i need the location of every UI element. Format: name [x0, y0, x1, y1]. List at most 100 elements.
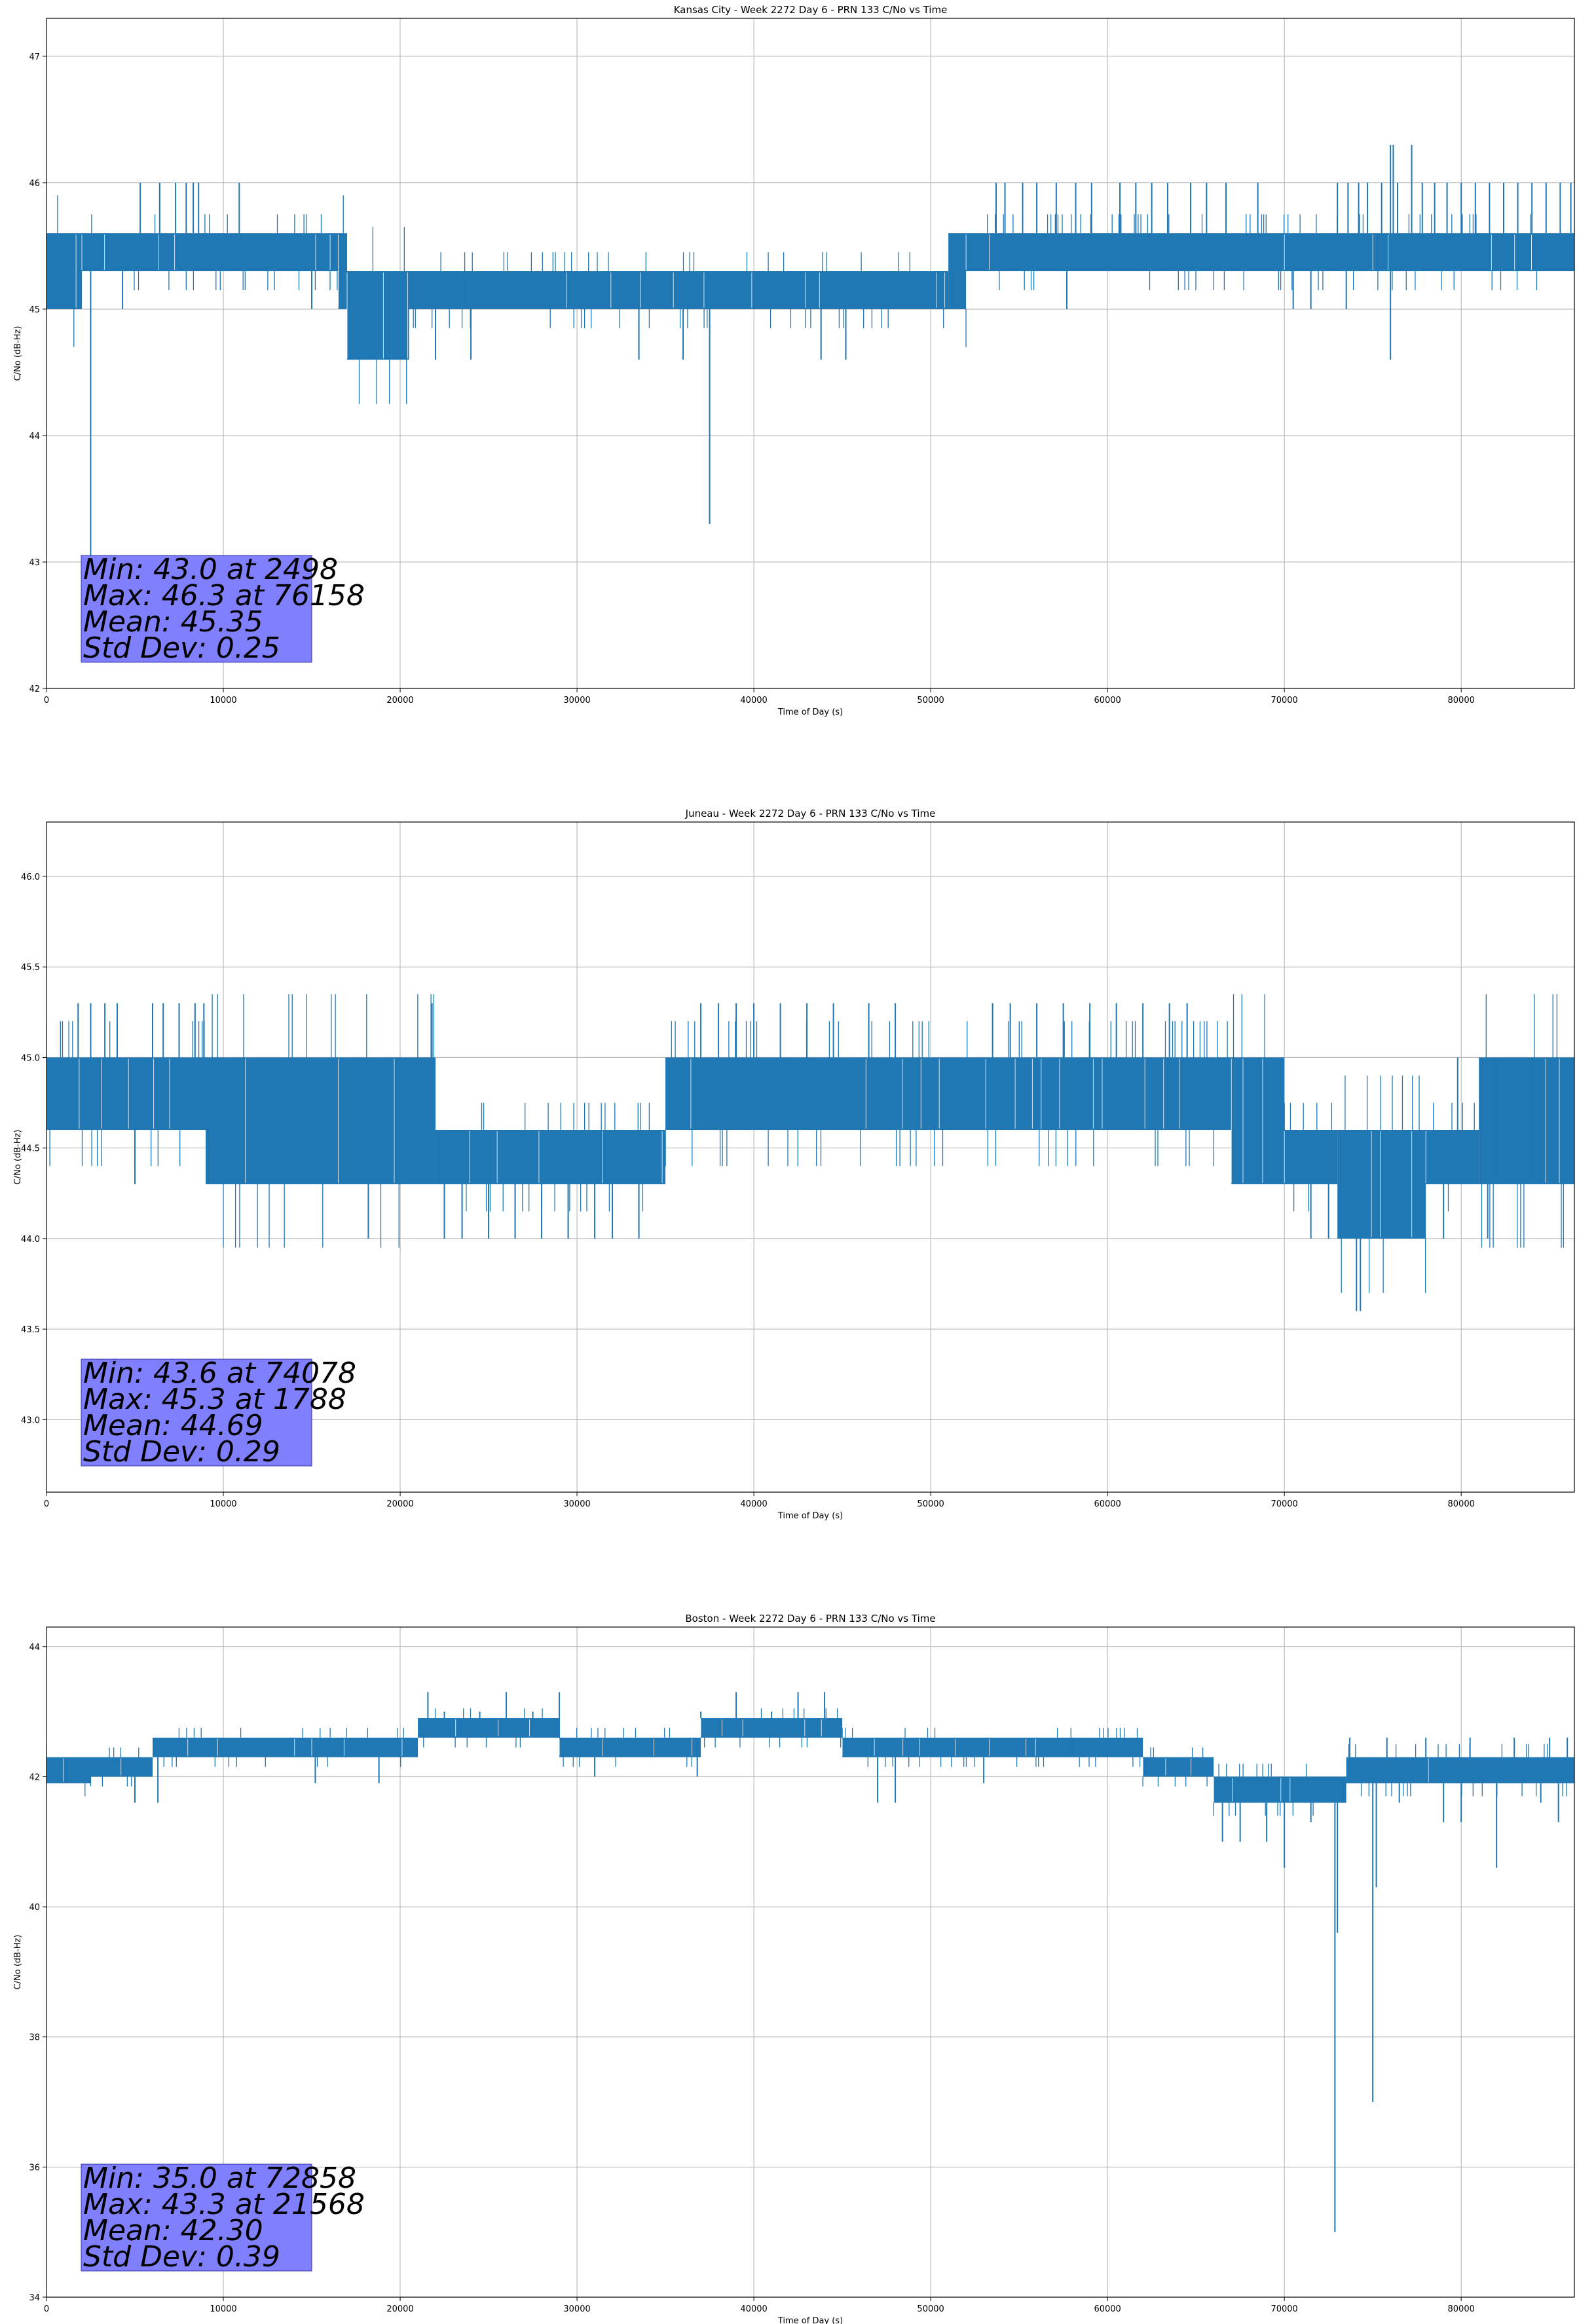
- band-segment: [338, 1057, 436, 1184]
- y-tick-label: 47: [29, 52, 40, 62]
- band-gap: [1371, 1131, 1413, 1237]
- band-segment: [1143, 1757, 1214, 1777]
- x-tick-label: 50000: [917, 696, 944, 705]
- subplot-juneau: 0 10000 20000 30000 40000 50000 60000 70000 8000…: [13, 808, 1575, 1521]
- x-tick-label: 10000: [210, 1499, 236, 1509]
- x-tick-label: 60000: [1094, 696, 1121, 705]
- x-tick-label: 80000: [1448, 1499, 1475, 1509]
- band-gap: [187, 1738, 295, 1756]
- band-gap: [690, 1059, 1180, 1129]
- stats-mean: Mean: 44.69: [83, 1409, 263, 1442]
- band-gap: [1142, 1758, 1192, 1776]
- band-segment: [153, 1737, 312, 1757]
- x-tick-label: 0: [44, 1499, 49, 1509]
- x-tick-label: 50000: [917, 1499, 944, 1509]
- band-gap: [79, 1059, 170, 1129]
- x-axis-label: Time of Day (s): [777, 707, 843, 717]
- stats-max: Max: 46.3 at 76158: [83, 579, 365, 612]
- subplot-kansas-city: 0 10000 20000 30000 40000 50000 60000 70000 8000…: [13, 4, 1575, 717]
- x-tick-label: 10000: [210, 696, 236, 705]
- band-gap: [46, 234, 77, 308]
- band-gap: [1372, 234, 1532, 270]
- band-gap: [1231, 1059, 1263, 1183]
- band-fluctuation: [1233, 994, 1265, 1058]
- y-tick-label: 40: [29, 1903, 40, 1913]
- band-segment: [46, 233, 83, 309]
- spikes: [90, 145, 1572, 562]
- y-tick-label: 45.5: [21, 963, 40, 973]
- x-tick-label: 40000: [740, 696, 767, 705]
- stats-min: Min: 35.0 at 72858: [83, 2162, 356, 2195]
- x-tick-label: 70000: [1271, 696, 1297, 705]
- band-segment: [46, 1057, 206, 1131]
- band-fluctuation: [366, 994, 435, 1248]
- y-tick-label: 44.5: [21, 1144, 40, 1154]
- band-fluctuation: [163, 1727, 303, 1767]
- band-segment: [46, 1757, 91, 1784]
- chart-title: Kansas City - Week 2272 Day 6 - PRN 133 …: [674, 4, 948, 16]
- stats-max: Max: 43.3 at 21568: [83, 2188, 365, 2221]
- x-tick-label: 60000: [1094, 1499, 1121, 1509]
- band-fluctuation: [212, 994, 336, 1248]
- band-segment: [559, 1737, 701, 1757]
- x-tick-label: 20000: [386, 2304, 413, 2314]
- band-gap: [1545, 1059, 1560, 1183]
- band-segment: [665, 1057, 1232, 1131]
- subplot-boston: 0 10000 20000 30000 40000 50000 60000 70000 8000…: [13, 1613, 1575, 2324]
- x-tick-label: 20000: [386, 1499, 413, 1509]
- x-tick-label: 80000: [1448, 2304, 1475, 2314]
- band-fluctuation: [1284, 1102, 1333, 1212]
- band-gap: [1213, 1778, 1291, 1802]
- band-segment: [82, 233, 339, 272]
- band-gap: [700, 1719, 822, 1736]
- band-gap: [455, 1719, 530, 1736]
- y-tick-label: 42: [29, 684, 40, 694]
- band-fluctuation: [704, 1708, 842, 1748]
- band-fluctuation: [1142, 1747, 1208, 1787]
- x-tick-label: 30000: [563, 2304, 590, 2314]
- chart-title: Boston - Week 2272 Day 6 - PRN 133 C/No …: [685, 1613, 935, 1624]
- band-segment: [418, 1718, 560, 1738]
- y-tick-label: 45.0: [21, 1053, 40, 1063]
- stats-max: Max: 45.3 at 1788: [83, 1383, 346, 1416]
- stats-min: Min: 43.0 at 2498: [83, 553, 338, 586]
- series-cno: [46, 1692, 1574, 2232]
- stats-box: Min: 35.0 at 72858 Max: 43.3 at 21568 Me…: [81, 2162, 365, 2274]
- band-segment: [1231, 1057, 1285, 1184]
- x-tick-label: 70000: [1271, 2304, 1297, 2314]
- band-gap: [338, 1059, 395, 1183]
- band-fluctuation: [987, 214, 1285, 290]
- band-segment: [391, 271, 409, 360]
- band-segment: [462, 271, 949, 309]
- series-cno: [46, 145, 1574, 562]
- band-fluctuation: [46, 1744, 86, 1797]
- x-tick-label: 0: [44, 2304, 49, 2314]
- band-segment: [1284, 1130, 1338, 1184]
- spikes: [77, 1003, 1533, 1311]
- y-tick-label: 34: [29, 2293, 40, 2303]
- band-fluctuation: [358, 227, 390, 404]
- y-tick-label: 45: [29, 305, 40, 315]
- band-gap: [469, 1131, 663, 1183]
- x-tick-label: 30000: [563, 1499, 590, 1509]
- y-axis-label: C/No (dB-Hz): [13, 326, 23, 381]
- y-tick-label: 42: [29, 1772, 40, 1782]
- band-segment: [842, 1737, 1143, 1757]
- band-fluctuation: [1481, 994, 1565, 1248]
- band-segment: [701, 1718, 843, 1738]
- band-gap: [346, 272, 384, 359]
- band-segment: [1346, 1757, 1574, 1784]
- x-tick-label: 0: [44, 696, 49, 705]
- band-fluctuation: [1433, 1102, 1475, 1212]
- axes-frame: [46, 18, 1575, 689]
- x-tick-label: 20000: [386, 696, 413, 705]
- band-fluctuation: [57, 195, 75, 347]
- stats-std-dev: Std Dev: 0.39: [83, 2240, 280, 2274]
- axes-frame: [46, 821, 1575, 1493]
- band-segment: [436, 1130, 666, 1184]
- y-axis-label: C/No (dB-Hz): [13, 1935, 23, 1990]
- x-tick-label: 40000: [740, 1499, 767, 1509]
- band-segment: [1214, 1776, 1346, 1803]
- band-fluctuation: [665, 1021, 1228, 1167]
- y-tick-label: 43.0: [21, 1415, 40, 1425]
